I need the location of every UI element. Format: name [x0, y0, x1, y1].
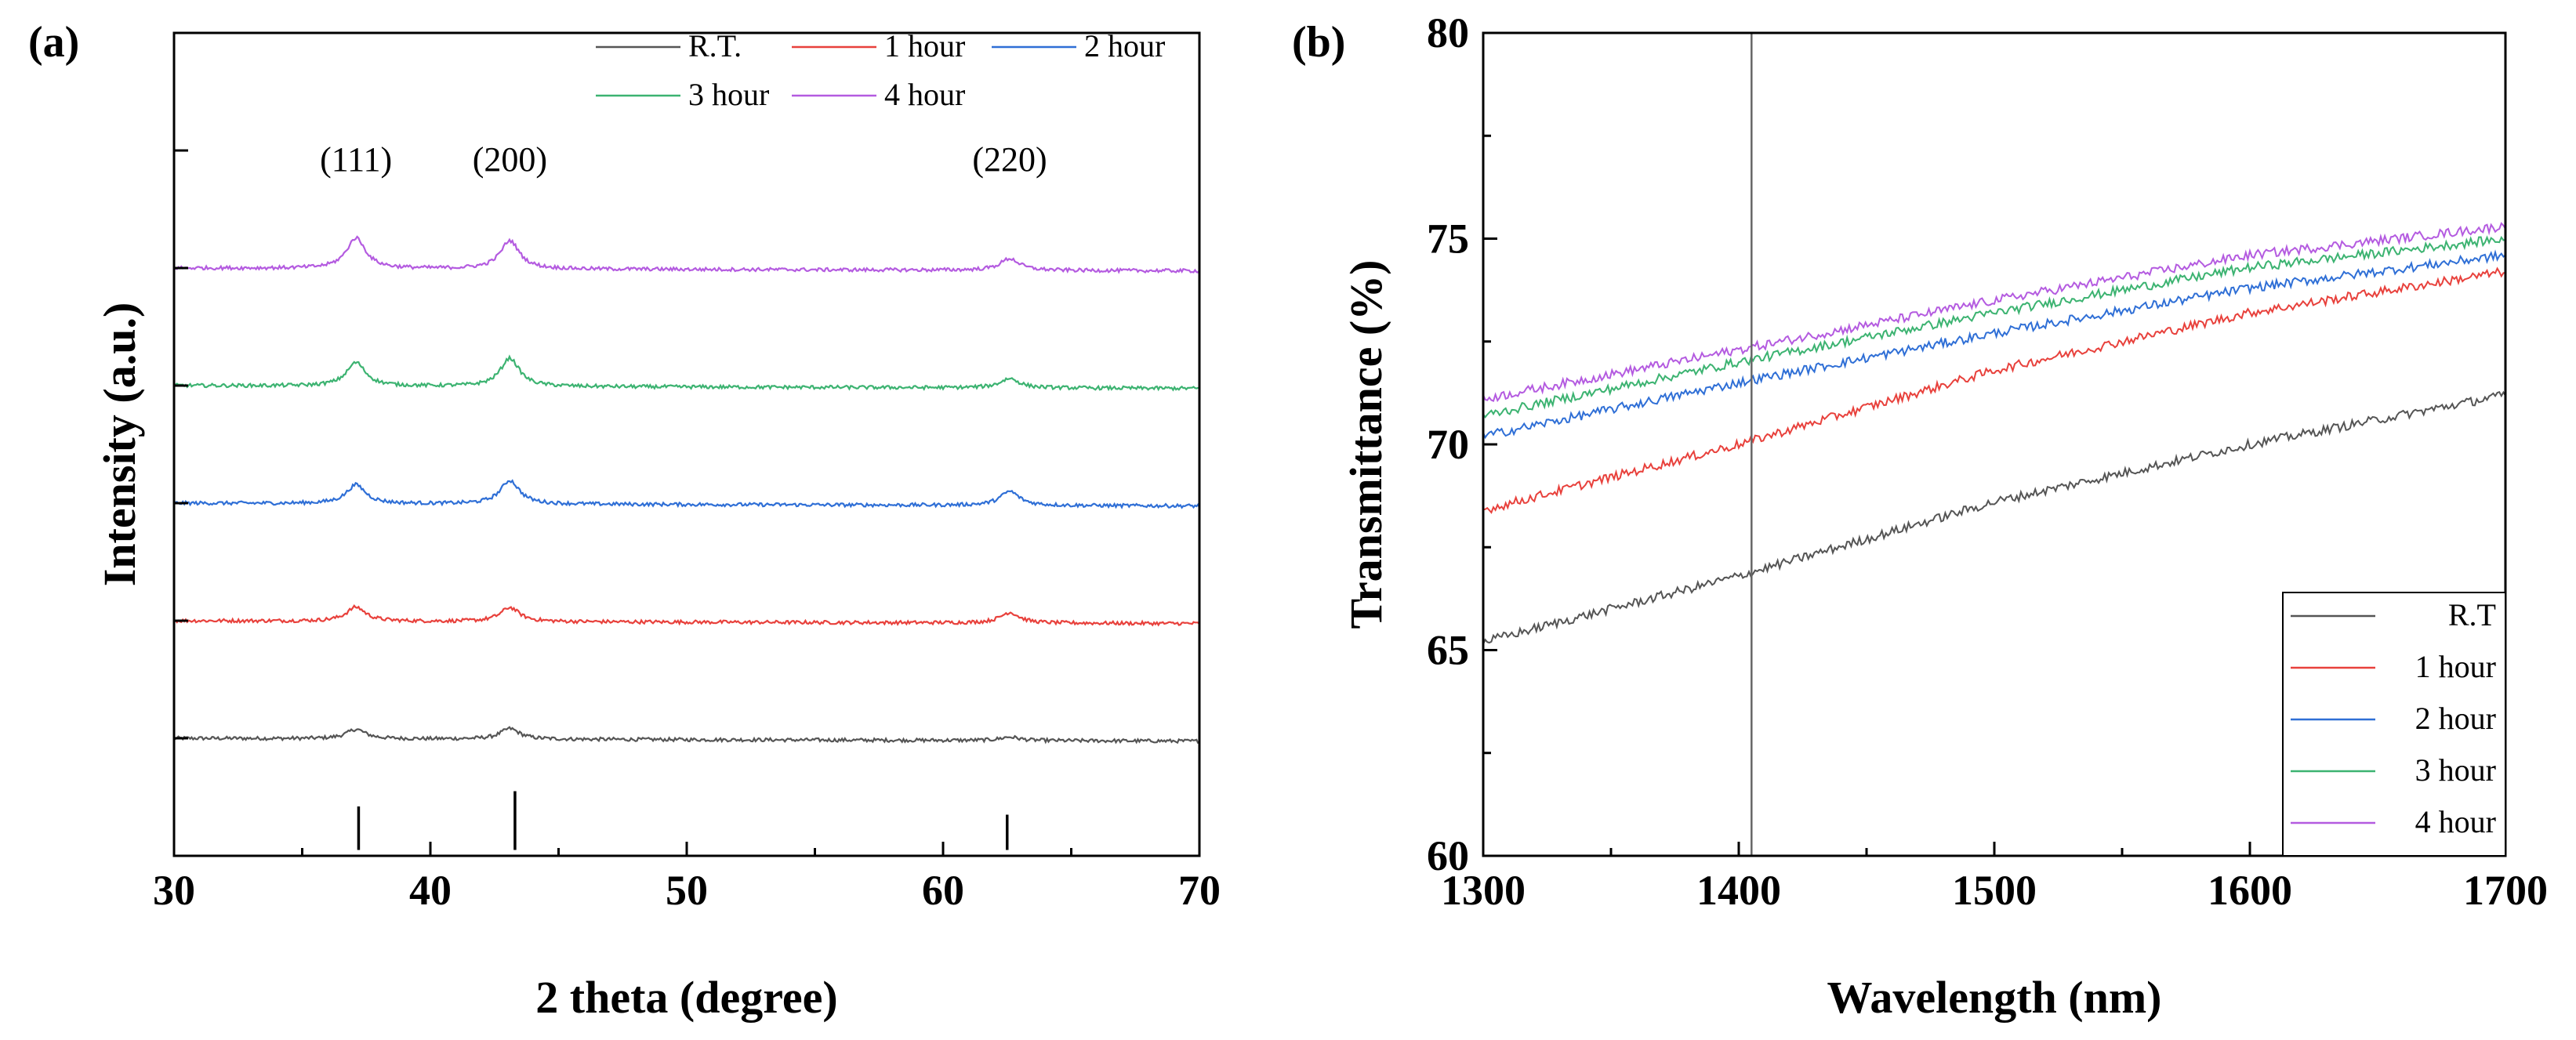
panel-a-peak-label-2: (220): [972, 140, 1047, 179]
panel-b-y-tick-label: 75: [1427, 216, 1469, 263]
panel-a-x-tick-label: 40: [409, 867, 452, 914]
panel-a-legend-label-1: 1 hour: [884, 28, 965, 63]
panel-a-peak-annotations: (111) (200) (220): [320, 140, 1047, 179]
panel-a-series-line-4: [173, 235, 1200, 274]
panel-a-peak-label-0: (111): [320, 140, 392, 179]
panel-b-x-tick-label: 1600: [2208, 867, 2292, 914]
panel-a-x-tick-label: 70: [1178, 867, 1221, 914]
panel-b-x-tick-label: 1300: [1441, 867, 1526, 914]
panel-b-y-tick-label: 60: [1427, 832, 1469, 879]
panel-a-legend: R.T. 1 hour 2 hour 3 hour 4 hour: [596, 28, 1165, 112]
panel-b-x-tick-label: 1500: [1952, 867, 2037, 914]
panel-a-series-line-2: [173, 479, 1200, 509]
panel-b-x-axis-title: Wavelength (nm): [1827, 972, 2162, 1023]
panel-a-series-group: [173, 235, 1200, 745]
panel-b-legend-label-3: 3 hour: [2415, 752, 2496, 788]
panel-a-xrd-chart: (a) 30 40 50 60 70 (111) (200) (220) R.T. 1 hou…: [28, 18, 1221, 1023]
panel-a-x-tick-label: 60: [922, 867, 964, 914]
panel-a-y-ticks: [174, 149, 188, 740]
panel-b-legend-label-0: R.T: [2448, 597, 2496, 632]
panel-a-legend-label-4: 4 hour: [884, 77, 965, 112]
panel-b-y-tick-label: 65: [1427, 627, 1469, 674]
panel-b-series-line-3: [1482, 235, 2506, 419]
panel-b-legend-label-2: 2 hour: [2415, 701, 2496, 736]
panel-a-x-tick-label: 50: [666, 867, 708, 914]
panel-b-series-group: [1482, 222, 2506, 645]
panel-b-legend-label-1: 1 hour: [2415, 649, 2496, 684]
panel-b-y-tick-label: 80: [1427, 9, 1469, 56]
panel-b-y-ticks: 60 65 70 75 80: [1427, 9, 1497, 879]
panel-a-x-tick-label: 30: [153, 867, 195, 914]
panel-b-legend-box: [2282, 592, 2506, 857]
panel-b-series-line-2: [1482, 249, 2506, 440]
panel-a-x-axis-title: 2 theta (degree): [535, 972, 837, 1023]
panel-a-peak-label-1: (200): [473, 140, 547, 179]
panel-a-series-line-3: [173, 354, 1200, 392]
panel-a-x-ticks: 30 40 50 60 70: [153, 842, 1221, 914]
panel-b-x-ticks: 1300 1400 1500 1600 1700: [1441, 842, 2548, 914]
panel-b-x-tick-label: 1700: [2463, 867, 2548, 914]
panel-a-series-line-1: [173, 603, 1200, 627]
panel-b-label: (b): [1292, 18, 1345, 67]
panel-a-reference-lines: [357, 791, 1009, 850]
panel-b-y-axis-title: Transmittance (%): [1341, 260, 1391, 629]
panel-a-legend-label-3: 3 hour: [688, 77, 769, 112]
panel-b-transmittance-chart: (b) 1300 1400 1500 1600 1700 60 65 70 75 80 R.T 1…: [1292, 9, 2548, 1023]
panel-b-series-line-1: [1482, 266, 2506, 514]
panel-a-y-axis-title: Intensity (a.u.): [94, 303, 145, 587]
panel-b-legend-label-4: 4 hour: [2415, 804, 2496, 839]
panel-a-legend-label-0: R.T.: [688, 28, 742, 63]
panel-b-x-tick-label: 1400: [1696, 867, 1781, 914]
panel-a-series-line-0: [173, 726, 1199, 745]
panel-b-legend: R.T 1 hour 2 hour 3 hour 4 hour: [2282, 592, 2506, 857]
panel-b-series-line-0: [1482, 390, 2506, 645]
panel-a-label: (a): [28, 18, 79, 67]
panel-a-legend-label-2: 2 hour: [1084, 28, 1165, 63]
panel-b-y-tick-label: 70: [1427, 421, 1469, 468]
panel-b-series-line-4: [1482, 222, 2506, 403]
